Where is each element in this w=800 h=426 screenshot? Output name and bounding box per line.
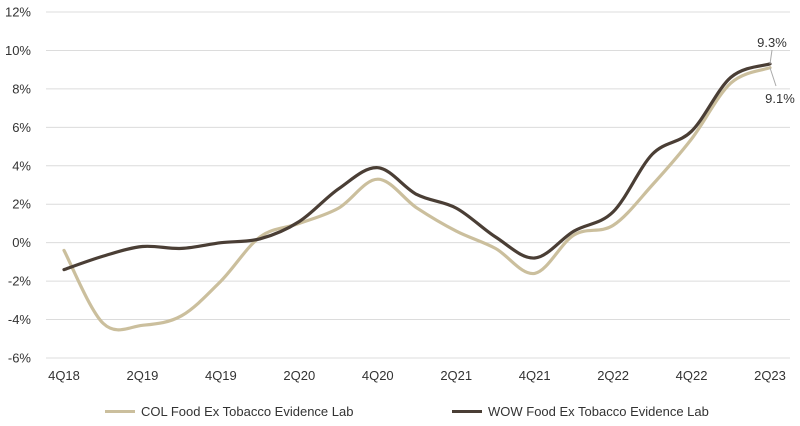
x-tick-label: 4Q19 [205, 368, 237, 383]
series-line-col [62, 66, 772, 332]
y-tick-label: 8% [12, 81, 31, 96]
data-labels: 9.3% 9.1% [757, 35, 795, 106]
y-axis-ticks: -6% -4% -2% 0% 2% 4% 6% 8% 10% 12% [5, 5, 31, 366]
y-tick-label: -6% [8, 351, 32, 366]
x-tick-label: 4Q20 [362, 368, 394, 383]
y-tick-label: 6% [12, 120, 31, 135]
legend-col-swatch [105, 410, 135, 413]
x-tick-label: 4Q21 [519, 368, 551, 383]
x-tick-label: 4Q18 [48, 368, 80, 383]
x-axis-ticks: 4Q18 2Q19 4Q19 2Q20 4Q20 2Q21 4Q21 2Q22 4Q22 2Q23 [48, 368, 786, 383]
x-tick-label: 2Q22 [597, 368, 629, 383]
legend-wow-swatch [452, 410, 482, 413]
y-tick-label: 10% [5, 43, 31, 58]
leader-line-col [769, 67, 777, 87]
legend-wow: WOW Food Ex Tobacco Evidence Lab [452, 404, 709, 419]
y-tick-label: 2% [12, 197, 31, 212]
legend-col-label: COL Food Ex Tobacco Evidence Lab [141, 404, 354, 419]
legend-wow-label: WOW Food Ex Tobacco Evidence Lab [488, 404, 709, 419]
x-tick-label: 2Q20 [283, 368, 315, 383]
data-label-col-end: 9.1% [765, 91, 795, 106]
series-line-wow [62, 62, 772, 272]
y-tick-label: -2% [8, 274, 32, 289]
legend-col: COL Food Ex Tobacco Evidence Lab [105, 404, 353, 419]
y-tick-label: 4% [12, 158, 31, 173]
series-lines [62, 62, 772, 332]
y-tick-label: -4% [8, 312, 32, 327]
x-tick-label: 2Q21 [440, 368, 472, 383]
x-tick-label: 4Q22 [676, 368, 708, 383]
gridlines [46, 11, 790, 359]
y-tick-label: 12% [5, 5, 31, 20]
leader-line-wow [769, 49, 773, 64]
y-tick-label: 0% [12, 235, 31, 250]
x-tick-label: 2Q19 [127, 368, 159, 383]
data-label-wow-end: 9.3% [757, 35, 787, 50]
x-tick-label: 2Q23 [754, 368, 786, 383]
